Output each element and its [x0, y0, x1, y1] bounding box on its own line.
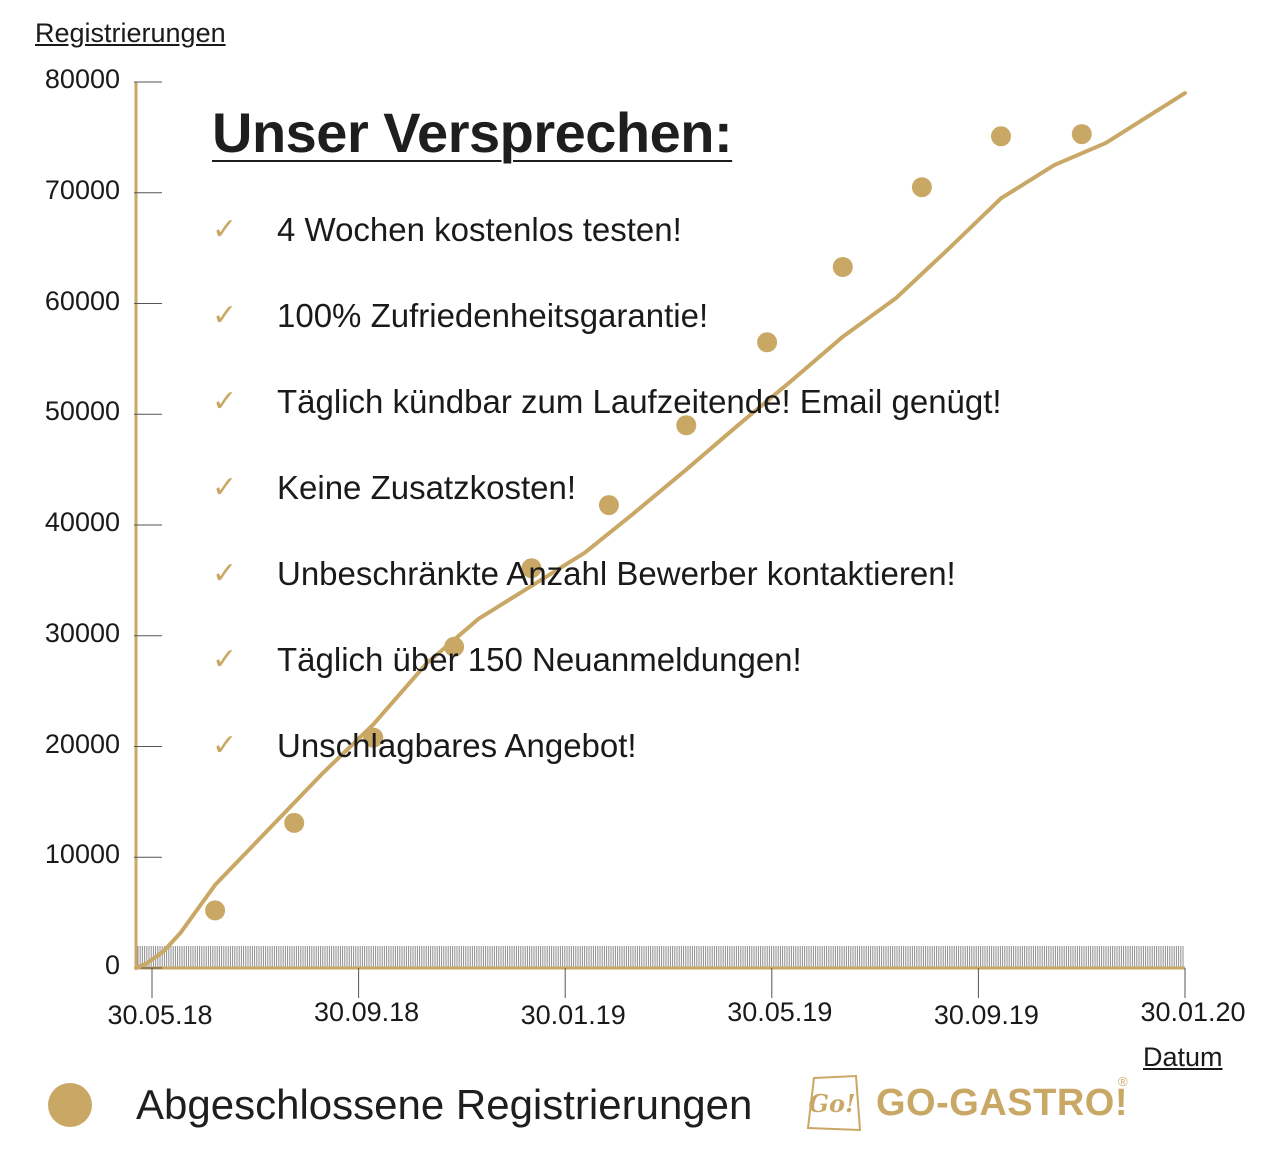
data-point-marker — [1071, 124, 1092, 145]
go-gastro-logo: Go! GO-GASTRO! ® — [800, 1070, 1130, 1140]
series-layer — [134, 91, 1187, 970]
data-point-marker — [911, 177, 932, 198]
y-tick-label: 60000 — [44, 285, 120, 316]
marker-layer — [205, 124, 1092, 921]
date-rug — [136, 946, 1185, 968]
y-tick-label: 80000 — [44, 64, 120, 94]
promise-item-text: 4 Wochen kostenlos testen! — [277, 211, 682, 248]
y-tick-label: 0 — [104, 950, 120, 980]
y-tick-label: 50000 — [44, 396, 120, 427]
promise-panel: Unser Versprechen: ✓ 4 Wochen kostenlos t… — [212, 100, 1112, 764]
registered-mark: ® — [1118, 1074, 1128, 1089]
y-axis-label: Registrierungen — [35, 18, 226, 48]
promise-item-text: Keine Zusatzkosten! — [277, 469, 576, 506]
data-point-marker — [444, 636, 465, 657]
data-point-marker — [363, 727, 384, 748]
x-tick-label: 30.09.18 — [314, 997, 420, 1027]
data-point-marker — [598, 495, 619, 516]
x-tick-label: 30.05.18 — [107, 1000, 213, 1030]
legend-label: Abgeschlossene Registrierungen — [136, 1081, 753, 1128]
promise-item-text: Unschlagbares Angebot! — [277, 727, 637, 764]
logo-mark-text: Go! — [808, 1089, 855, 1118]
date-rug-background — [136, 946, 1185, 968]
x-tick-label: 30.01.19 — [520, 1000, 626, 1030]
y-tick-label: 20000 — [44, 728, 120, 759]
data-point-marker — [757, 332, 778, 353]
x-axis-label: Datum — [1143, 1042, 1223, 1072]
promise-title: Unser Versprechen: — [212, 101, 733, 164]
promise-item-text: Täglich über 150 Neuanmeldungen! — [277, 641, 802, 678]
date-rug-ticks — [137, 946, 1184, 968]
checkmark-icon: ✓ — [212, 471, 238, 504]
checkmark-icon: ✓ — [212, 299, 238, 332]
go-logo-icon: Go! — [806, 1074, 862, 1132]
x-tick-label: 30.01.20 — [1140, 997, 1246, 1027]
x-tick-label: 30.05.19 — [727, 997, 833, 1027]
checkmark-icon: ✓ — [212, 557, 238, 590]
checkmark-icon: ✓ — [212, 729, 238, 762]
y-tick-label: 30000 — [44, 617, 120, 648]
data-point-marker — [521, 558, 542, 579]
promise-item-text: Täglich kündbar zum Laufzeitende! Email … — [277, 383, 1002, 420]
checkmark-icon: ✓ — [212, 643, 238, 676]
y-tick-label: 70000 — [44, 174, 120, 205]
data-point-marker — [676, 415, 697, 436]
data-point-marker — [991, 126, 1011, 147]
data-point-marker — [205, 900, 226, 921]
x-tick-label: 30.09.19 — [933, 1000, 1039, 1030]
promise-item-text: Unbeschränkte Anzahl Bewerber kontaktier… — [277, 555, 956, 592]
promise-item-text: 100% Zufriedenheitsgarantie! — [277, 297, 709, 334]
series-line — [134, 91, 1187, 970]
legend-marker-icon — [48, 1083, 92, 1127]
y-tick-label: 10000 — [44, 839, 120, 870]
y-tick-label: 40000 — [44, 507, 120, 537]
chart-axes — [134, 81, 1186, 998]
logo-wordmark: GO-GASTRO! — [876, 1082, 1128, 1124]
data-point-marker — [832, 257, 853, 277]
data-point-marker — [284, 812, 305, 833]
checkmark-icon: ✓ — [212, 213, 238, 246]
checkmark-icon: ✓ — [212, 385, 238, 418]
